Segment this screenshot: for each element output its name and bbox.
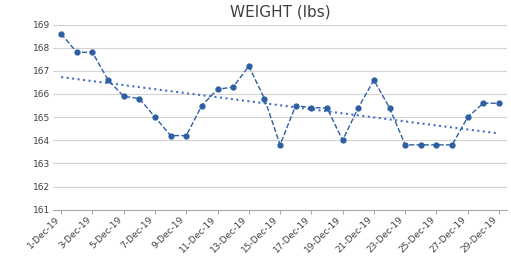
Title: WEIGHT (lbs): WEIGHT (lbs) bbox=[230, 4, 331, 19]
